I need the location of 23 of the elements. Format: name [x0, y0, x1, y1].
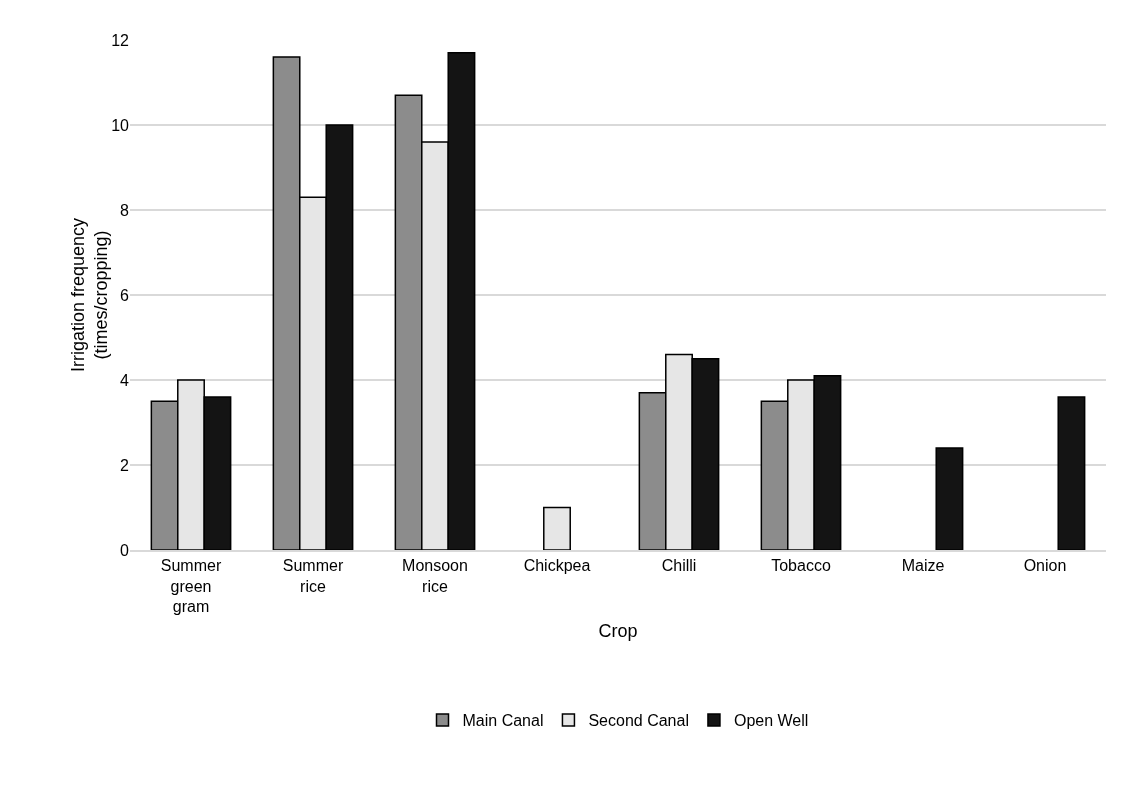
x-tick-label: Onion — [1023, 556, 1067, 574]
y-tick-label: 4 — [120, 371, 130, 389]
legend-label: Second Canal — [588, 712, 689, 730]
bar — [935, 447, 964, 550]
x-axis-title: Crop — [598, 621, 638, 642]
y-tick-label: 6 — [120, 286, 130, 304]
y-axis-title: Irrigation frequency (times/cropping) — [68, 217, 112, 373]
bar — [543, 506, 571, 550]
legend-label: Main Canal — [462, 712, 544, 730]
x-tick-label: Maize — [901, 556, 945, 574]
x-tick-label: Tobacco — [771, 556, 831, 574]
bar — [1057, 396, 1086, 550]
y-tick-label: 2 — [120, 456, 130, 474]
x-tick-label: Chickpea — [523, 556, 591, 574]
legend-label: Open Well — [733, 712, 809, 730]
x-tick-label: Summer green gram — [160, 556, 222, 616]
x-tick-label: Chilli — [661, 556, 697, 574]
y-tick-label: 10 — [111, 116, 130, 134]
x-tick-label: Summer rice — [282, 556, 344, 595]
x-tick-label: Monsoon rice — [402, 556, 468, 595]
y-tick-label: 8 — [120, 201, 130, 219]
y-tick-label: 12 — [111, 31, 130, 49]
y-tick-label: 0 — [120, 541, 130, 559]
